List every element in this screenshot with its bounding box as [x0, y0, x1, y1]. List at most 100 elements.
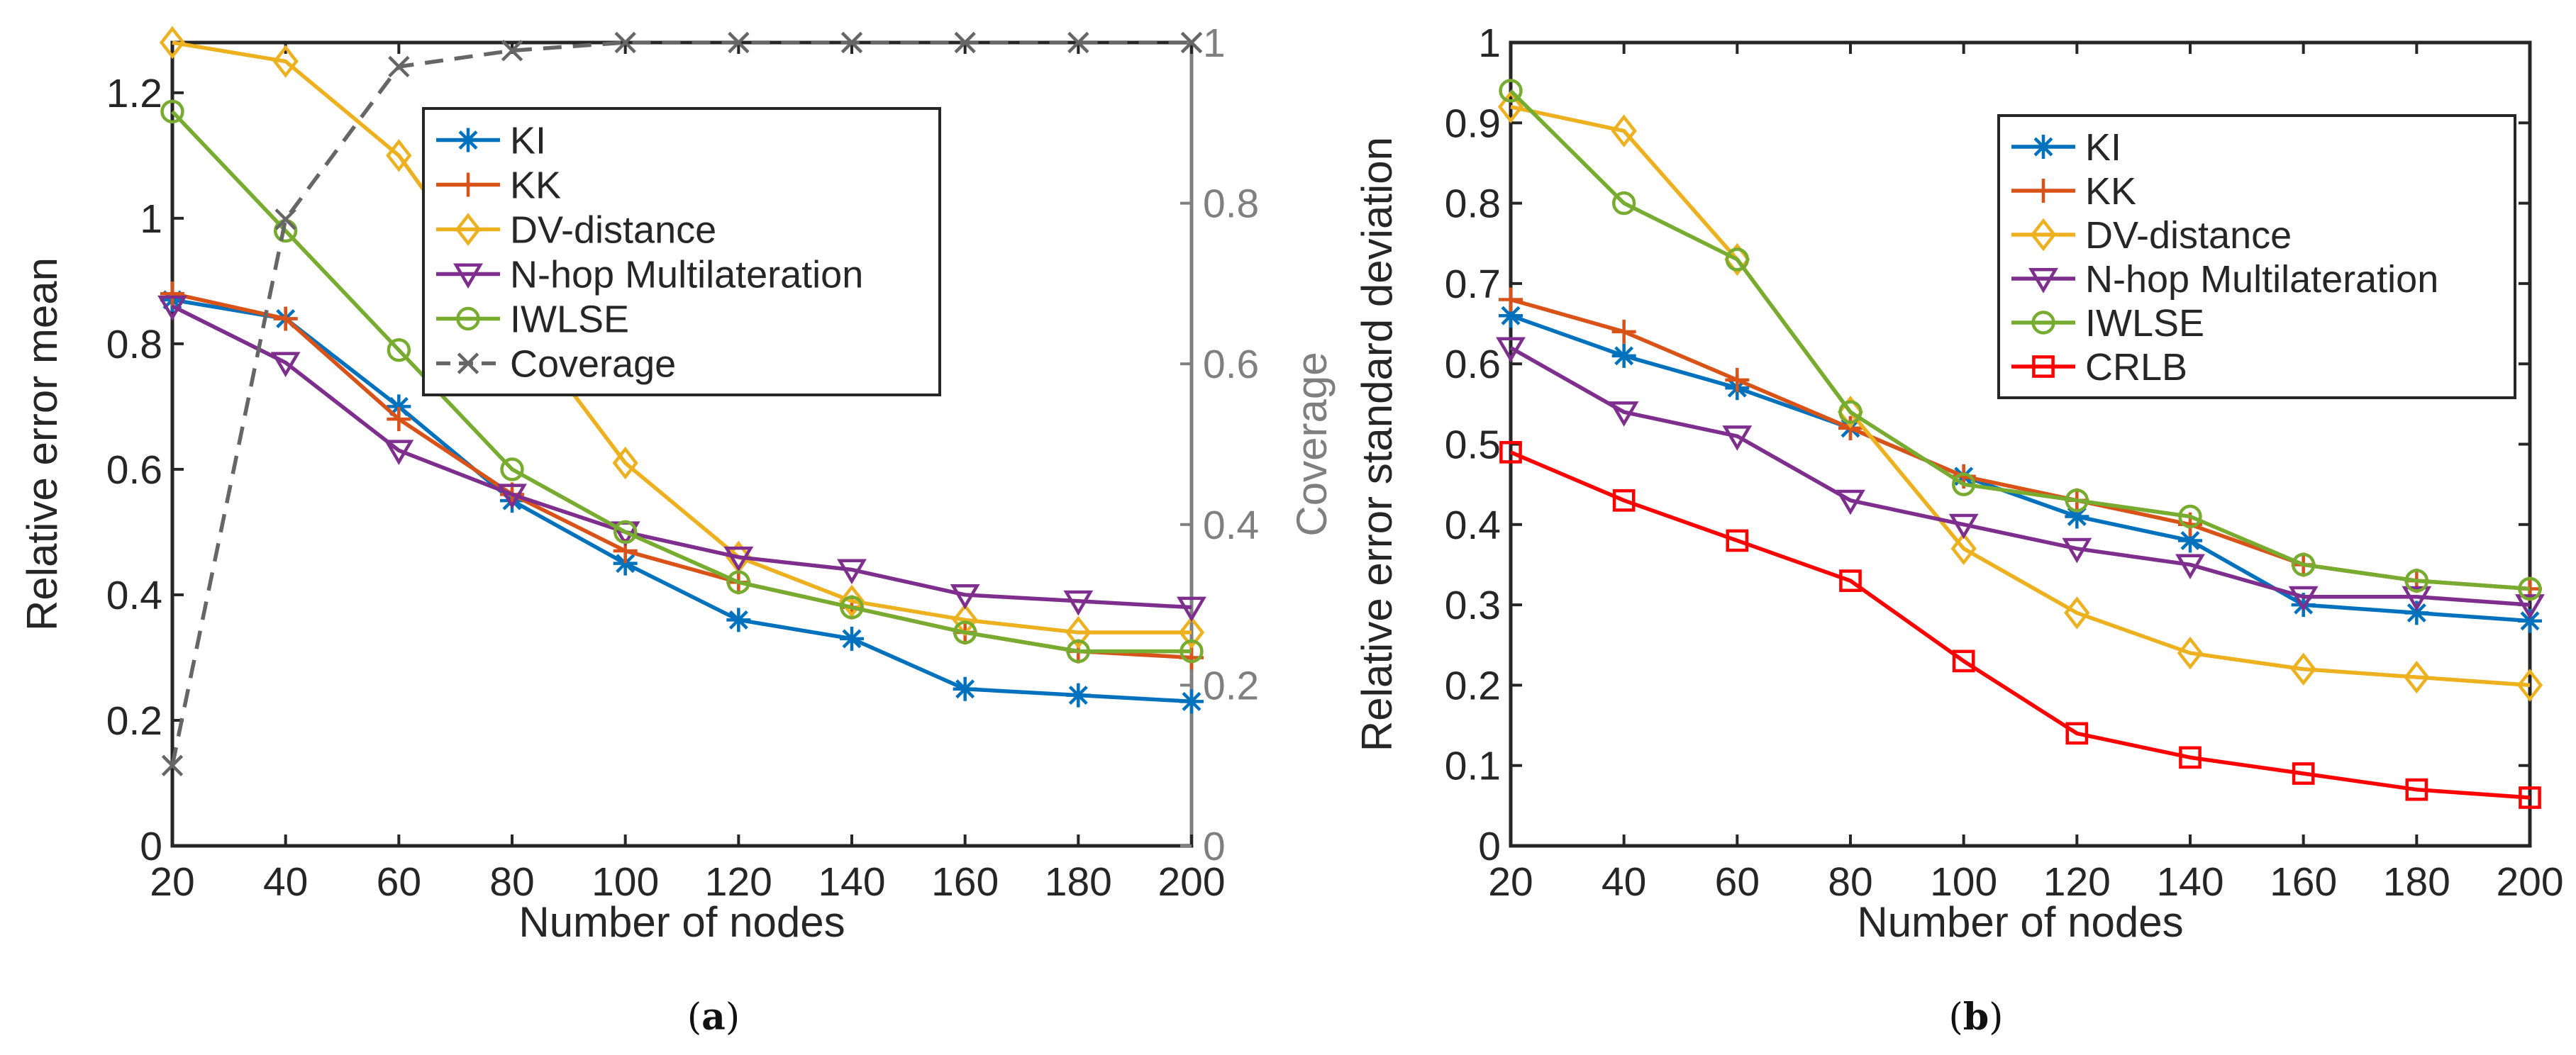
data-point	[1180, 31, 1203, 54]
legend-marker	[456, 306, 480, 331]
data-point	[2292, 762, 2315, 785]
data-point	[2288, 586, 2319, 612]
legend-marker	[2031, 135, 2055, 159]
data-point	[1611, 319, 1636, 344]
data-point	[274, 208, 296, 230]
data-point	[1722, 425, 1753, 451]
x-axis-label: Number of nodes	[518, 898, 845, 946]
data-point	[1609, 401, 1639, 427]
y-tick-label: 0.2	[1445, 663, 1501, 708]
series-line	[172, 40, 1192, 635]
data-point	[1838, 400, 1862, 424]
data-point	[1066, 683, 1091, 708]
legend-label: KK	[2085, 170, 2136, 213]
y-tick-label: 1.2	[106, 71, 162, 116]
x-tick-label: 160	[2270, 859, 2337, 905]
data-point	[501, 40, 523, 62]
y-tick-label: 0.3	[1445, 583, 1501, 628]
series-crlb	[1499, 440, 2541, 809]
data-point	[2065, 489, 2089, 513]
x-axis-label: Number of nodes	[1857, 898, 2183, 946]
legend-label: KI	[510, 120, 546, 162]
data-point	[1066, 639, 1091, 664]
y-tick-label: 0.8	[106, 322, 162, 367]
y-tick-label: 0.7	[1445, 262, 1501, 307]
x-tick-label: 120	[2043, 859, 2111, 905]
data-point	[1067, 31, 1089, 54]
data-point	[272, 45, 299, 78]
data-point	[953, 620, 977, 644]
y2-tick-label: 0.4	[1203, 503, 1259, 548]
y-tick-label: 0.9	[1445, 101, 1501, 146]
series-line	[170, 40, 1192, 766]
data-point	[950, 584, 980, 610]
data-point	[2404, 569, 2429, 593]
data-point	[2178, 528, 2202, 553]
data-point	[953, 676, 977, 701]
series-n-hop-multilateration	[1496, 337, 2545, 620]
legend-box	[1997, 114, 2516, 399]
y2-tick-label: 1	[1203, 21, 1226, 66]
legend-label: Coverage	[510, 343, 676, 386]
legend-label: DV-distance	[2085, 214, 2292, 257]
data-point	[2175, 554, 2205, 580]
data-point	[2062, 537, 2092, 564]
data-point	[2065, 504, 2089, 529]
x-tick-label: 160	[931, 859, 999, 905]
data-point	[1725, 367, 1750, 392]
series-line	[171, 304, 1192, 610]
data-point	[1179, 639, 1204, 664]
series-line	[1509, 89, 2531, 591]
caption-b: (b)	[1949, 995, 2004, 1039]
data-point	[2178, 504, 2202, 529]
data-point	[2404, 660, 2430, 694]
data-point	[723, 546, 754, 572]
x-tick-label: 200	[2496, 859, 2563, 905]
chart-a: 20 40 60 80 100 120 140 160 180 20000.20.40.60.81…	[18, 21, 1336, 946]
legend-marker	[453, 263, 483, 289]
y-tick-label: 1	[1478, 21, 1501, 66]
data-point	[387, 394, 411, 419]
data-point	[1948, 513, 1979, 540]
x-tick-label: 40	[1601, 859, 1646, 905]
series-line	[1510, 313, 2531, 623]
legend-label: KK	[510, 164, 561, 207]
data-point	[1611, 114, 1637, 147]
series-line	[171, 110, 1192, 654]
data-point	[2290, 652, 2316, 686]
data-point	[1952, 649, 1975, 673]
y-tick-label: 0.2	[106, 698, 162, 744]
data-point	[1177, 596, 1206, 623]
y-tick-label: 0.8	[1445, 182, 1501, 227]
legend-label: CRLB	[2085, 346, 2187, 389]
x-tick-label: 140	[818, 859, 885, 905]
data-point	[1611, 191, 1636, 216]
x-tick-label: 80	[1828, 859, 1872, 905]
data-point	[612, 446, 638, 480]
data-point	[384, 440, 414, 465]
data-point	[497, 484, 527, 509]
legend-marker	[2031, 311, 2055, 335]
y-axis-label: Relative error mean	[18, 257, 66, 631]
y-axis-label: Relative error standard deviation	[1353, 137, 1401, 752]
data-point	[954, 31, 976, 54]
x-tick-label: 100	[1930, 859, 1997, 905]
data-point	[2519, 786, 2541, 809]
y2-tick-label: 0.6	[1203, 342, 1259, 387]
data-point	[2518, 576, 2542, 601]
data-point	[1499, 287, 1523, 312]
series-line	[1510, 104, 2531, 688]
x-tick-label: 180	[1045, 859, 1112, 905]
y-tick-label: 0.6	[1445, 342, 1501, 387]
data-point	[387, 407, 411, 432]
data-point	[1950, 532, 1977, 565]
data-point	[1179, 689, 1204, 714]
legend-box	[422, 107, 941, 396]
data-point	[1499, 440, 1522, 464]
data-point	[2402, 586, 2432, 612]
data-point	[2065, 722, 2089, 745]
legend-marker	[2031, 179, 2055, 203]
y-tick-label: 0	[1478, 824, 1501, 869]
